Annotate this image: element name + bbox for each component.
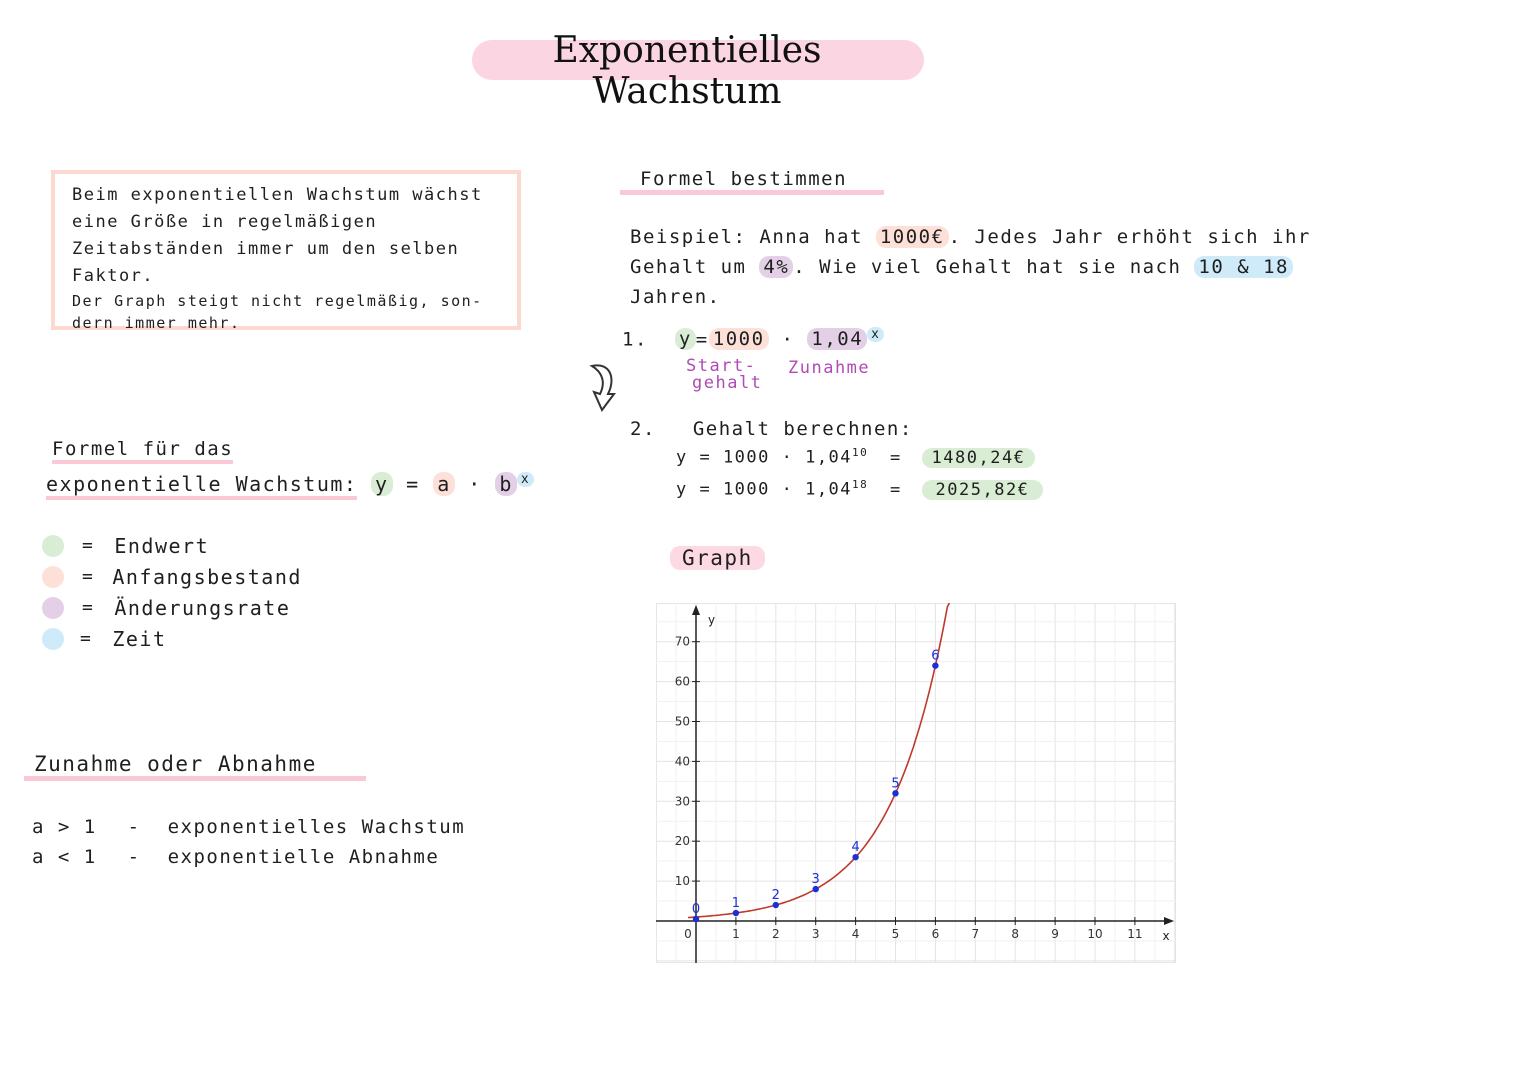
calc-18-years: y = 1000 · 1,0418 = 2025,82€ bbox=[676, 478, 1044, 500]
example-line-3: Jahren. bbox=[630, 286, 721, 308]
growth-rule-2: a < 1 - exponentielle Abnahme bbox=[32, 846, 440, 868]
x-tick-label: 6 bbox=[932, 927, 940, 941]
definition-graph-note: Der Graph steigt nicht regelmäßig, son-d… bbox=[72, 292, 483, 332]
calc-10-years: y = 1000 · 1,0410 = 1480,24€ bbox=[676, 446, 1036, 468]
step1-a: 1000 bbox=[708, 328, 769, 351]
y-tick-label: 30 bbox=[675, 794, 690, 808]
legend-color-dot bbox=[42, 565, 64, 588]
formula-x: x bbox=[516, 472, 535, 488]
example-line-2: Gehalt um 4%. Wie viel Gehalt hat sie na… bbox=[630, 252, 1390, 282]
page-title: Exponentielles Wachstum bbox=[552, 30, 822, 112]
formula-a: a bbox=[433, 472, 455, 496]
data-point bbox=[852, 853, 859, 861]
formula-dot: · bbox=[468, 472, 482, 496]
growth-heading: Zunahme oder Abnahme bbox=[24, 752, 366, 781]
example-heading: Formel bestimmen bbox=[620, 168, 884, 195]
definition-box bbox=[51, 170, 521, 330]
legend-item-endwert: = Endwert bbox=[42, 530, 302, 561]
example-line-1: Beispiel: Anna hat 1000€. Jedes Jahr erh… bbox=[630, 226, 1311, 248]
x-tick-label: 5 bbox=[892, 927, 900, 941]
x-tick-label: 3 bbox=[812, 927, 820, 941]
x-tick-label: 0 bbox=[684, 927, 692, 941]
legend-label: Endwert bbox=[114, 533, 210, 558]
data-point-label: 5 bbox=[891, 776, 899, 791]
x-axis-label: x bbox=[1162, 929, 1169, 943]
x-tick-label: 11 bbox=[1127, 927, 1142, 941]
legend-label: Änderungsrate bbox=[114, 595, 291, 620]
x-axis-arrow bbox=[1164, 917, 1174, 925]
legend-item-zeit: = Zeit bbox=[42, 623, 302, 654]
years: 10 & 18 bbox=[1194, 256, 1293, 278]
start-amount: 1000€ bbox=[875, 226, 949, 248]
legend: = Endwert = Anfangsbestand = Änderungsra… bbox=[42, 530, 302, 654]
x-tick-label: 2 bbox=[772, 927, 780, 941]
exponential-graph: x y 0 1 2 3 4 5 6 7 8 9 10 11 10 20 30 40 50 60 70 0 1 2 3 4 5 6 bbox=[656, 603, 1176, 963]
data-point bbox=[732, 909, 740, 917]
step-2: 2. Gehalt berechnen: bbox=[630, 418, 913, 440]
legend-label: Zeit bbox=[112, 626, 167, 651]
data-point-label: 1 bbox=[732, 896, 740, 911]
x-tick-label: 4 bbox=[852, 927, 860, 941]
step1-x: x bbox=[867, 327, 885, 342]
growth-rate: 4% bbox=[759, 256, 794, 278]
growth-rule-1: a > 1 - exponentielles Wachstum bbox=[32, 816, 466, 838]
x-tick-label: 7 bbox=[971, 927, 979, 941]
y-axis-label: y bbox=[708, 613, 715, 627]
step-1: 1. y = 1000 · 1,04 x bbox=[622, 327, 885, 351]
graph-heading: Graph bbox=[670, 546, 765, 570]
y-tick-label: 60 bbox=[675, 675, 690, 689]
y-tick-label: 40 bbox=[675, 754, 690, 768]
x-tick-label: 9 bbox=[1051, 927, 1059, 941]
legend-color-dot bbox=[42, 534, 64, 557]
chart-frame bbox=[656, 603, 1176, 963]
legend-item-anfangsbestand: = Anfangsbestand bbox=[42, 561, 302, 592]
data-point-label: 0 bbox=[692, 902, 700, 917]
y-tick-label: 20 bbox=[675, 834, 690, 848]
legend-color-dot bbox=[42, 596, 64, 619]
label-startgehalt: Start- gehalt bbox=[686, 356, 763, 393]
label-zunahme: Zunahme bbox=[788, 358, 871, 378]
growth-rules: a > 1 - exponentielles Wachstum a < 1 - … bbox=[32, 812, 465, 872]
growth-curve bbox=[687, 603, 951, 919]
legend-color-dot bbox=[42, 627, 64, 650]
y-tick-label: 50 bbox=[675, 715, 690, 729]
step1-b: 1,04 bbox=[807, 328, 868, 351]
data-point bbox=[812, 885, 819, 893]
example-text: Beispiel: Anna hat 1000€. Jedes Jahr erh… bbox=[630, 222, 1390, 312]
data-point bbox=[892, 790, 899, 797]
data-point-label: 6 bbox=[931, 649, 939, 664]
legend-item-aenderungsrate: = Änderungsrate bbox=[42, 592, 302, 623]
data-point bbox=[692, 915, 700, 923]
y-tick-label: 70 bbox=[675, 635, 690, 649]
data-point bbox=[932, 662, 939, 669]
definition-text: Beim exponentiellen Wachstum wächst eine… bbox=[72, 182, 512, 334]
y-tick-label: 10 bbox=[675, 874, 690, 888]
title-highlight bbox=[472, 40, 924, 80]
data-point-label: 2 bbox=[772, 888, 780, 903]
formula-equals: = bbox=[406, 472, 420, 496]
formula-y: y bbox=[371, 472, 393, 496]
result-18-years: 2025,82€ bbox=[921, 479, 1044, 500]
result-10-years: 1480,24€ bbox=[921, 447, 1036, 468]
curved-arrow-icon bbox=[589, 364, 616, 412]
x-tick-label: 8 bbox=[1011, 927, 1019, 941]
x-tick-label: 10 bbox=[1087, 927, 1102, 941]
x-tick-label: 1 bbox=[732, 927, 740, 941]
definition-line: Beim exponentiellen Wachstum wächst eine… bbox=[72, 185, 483, 286]
data-point-label: 3 bbox=[812, 872, 820, 887]
data-point bbox=[772, 901, 779, 909]
step1-y: y bbox=[674, 328, 696, 351]
data-point-label: 4 bbox=[851, 840, 859, 855]
formula-heading-1: Formel für das bbox=[52, 438, 234, 464]
legend-label: Anfangsbestand bbox=[112, 564, 302, 589]
y-axis-arrow bbox=[692, 605, 700, 615]
formula-b: b bbox=[495, 472, 517, 496]
